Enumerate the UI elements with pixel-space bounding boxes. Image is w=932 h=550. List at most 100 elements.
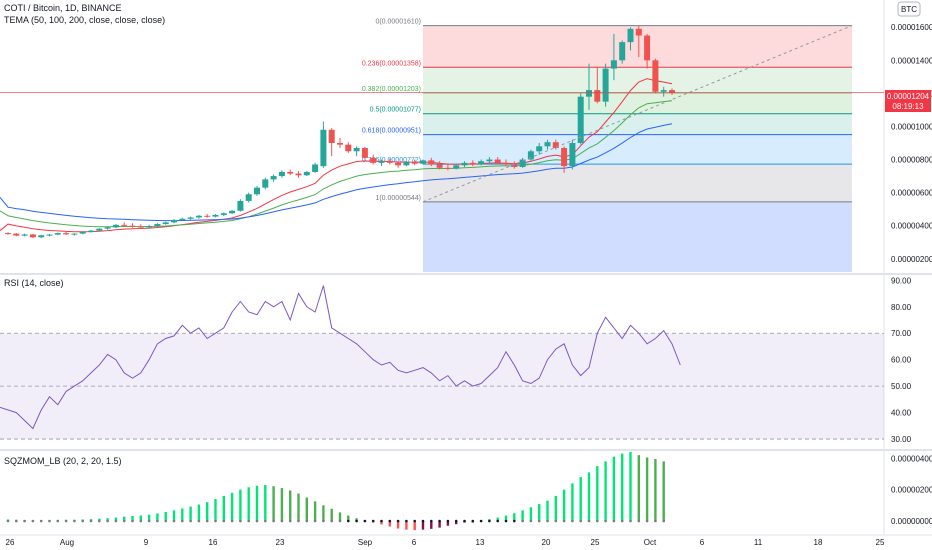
- squeeze-dot: [529, 519, 533, 523]
- rsi-tick-label: 40.00: [891, 409, 912, 418]
- squeeze-dot: [197, 519, 201, 523]
- squeeze-dot: [537, 519, 541, 523]
- squeeze-dot: [106, 519, 109, 523]
- currency-badge-label: BTC: [901, 5, 917, 14]
- price-tick-label: 0.00000400: [891, 222, 932, 231]
- candle-body: [79, 231, 86, 234]
- candle-body: [469, 162, 476, 165]
- trend-line[interactable]: [422, 25, 853, 203]
- candle-body: [577, 96, 584, 143]
- candle-body: [370, 157, 377, 163]
- momentum-bar: [114, 517, 118, 522]
- momentum-bar: [637, 455, 640, 522]
- candle-body: [619, 42, 626, 61]
- fib-zone-0.382: [423, 92, 852, 114]
- momentum-bar: [562, 489, 566, 522]
- candle-body: [312, 164, 319, 172]
- candle-body: [245, 194, 252, 201]
- momentum-bar: [421, 521, 425, 530]
- squeeze-dot: [64, 519, 68, 523]
- candle-body: [478, 161, 485, 165]
- fib-label-0.618: 0.618(0.00000951): [362, 128, 421, 135]
- squeeze-dot: [280, 519, 284, 523]
- momentum-bar: [131, 516, 134, 522]
- momentum-bar: [413, 521, 416, 531]
- candle-body: [378, 161, 385, 163]
- momentum-bar: [388, 521, 391, 527]
- squeeze-dot: [662, 519, 665, 523]
- sqzmom-legend: SQZMOM_LB (20, 2, 20, 1.5): [4, 456, 122, 466]
- squeeze-dot: [612, 519, 616, 523]
- candle-body: [254, 187, 260, 195]
- momentum-bar: [206, 502, 209, 522]
- momentum-bar: [181, 508, 184, 522]
- squeeze-dot: [562, 519, 566, 523]
- squeeze-dot: [139, 519, 143, 523]
- candle-body: [652, 60, 659, 92]
- price-axis[interactable]: 0.000016000.000014000.000012000.00001000…: [891, 23, 932, 526]
- squeeze-dot: [264, 519, 267, 523]
- candle-body: [104, 227, 111, 229]
- candle-body: [328, 129, 335, 143]
- rsi-tick-label: 60.00: [891, 356, 912, 365]
- candle-body: [137, 226, 144, 228]
- current-price-tag: 0.00001204 08:19:13: [885, 90, 931, 112]
- rsi-line: [0, 285, 681, 430]
- candle-body: [552, 142, 559, 148]
- candle-body: [644, 35, 651, 61]
- time-tick-label: 25: [591, 538, 600, 547]
- squeeze-dot: [546, 519, 549, 523]
- fibonacci-retracement[interactable]: 0(0.00001610) 0.236(0.00001358) 0.382(0.00…: [362, 19, 852, 272]
- squeeze-dot: [629, 519, 632, 523]
- squeeze-dot: [14, 519, 18, 523]
- fib-zone-0.236: [423, 67, 852, 93]
- tema-line-1: [0, 78, 673, 233]
- squeeze-dot: [205, 519, 209, 523]
- momentum-bar: [297, 493, 300, 522]
- currency-badge[interactable]: BTC: [897, 1, 921, 17]
- candle-body: [345, 144, 352, 152]
- squeeze-dot: [222, 519, 226, 523]
- momentum-bar: [430, 521, 433, 529]
- momentum-bar: [405, 521, 408, 530]
- squeeze-dot: [89, 519, 93, 523]
- squeeze-dot: [479, 519, 483, 523]
- squeeze-dot: [114, 519, 118, 523]
- momentum-bar: [538, 504, 541, 522]
- squeeze-dot: [380, 519, 383, 523]
- dashed-trend-line: [422, 25, 853, 203]
- candle-body: [179, 218, 186, 220]
- candle-body: [436, 164, 443, 168]
- time-tick-label: 16: [209, 538, 218, 547]
- countdown-label: 08:19:13: [892, 102, 924, 111]
- candle-body: [187, 217, 194, 219]
- candle-body: [212, 214, 219, 217]
- momentum-bar: [347, 515, 350, 522]
- time-tick-label: 9: [144, 538, 149, 547]
- squeeze-dot: [438, 519, 441, 523]
- candle-body: [428, 160, 435, 165]
- momentum-bar: [554, 495, 557, 522]
- time-tick-label: 13: [476, 538, 485, 547]
- momentum-bar: [230, 492, 234, 522]
- candles: [0, 25, 884, 239]
- squeeze-dot: [247, 519, 250, 523]
- rsi-tick-label: 90.00: [891, 276, 912, 285]
- momentum-bar: [280, 488, 284, 522]
- time-tick-label: 23: [276, 538, 285, 547]
- squeeze-dot: [388, 519, 392, 523]
- rsi-legend: RSI (14, close): [4, 278, 64, 288]
- time-axis[interactable]: 26 Aug 9 16 23 Sep 6 13 20 25 Oct 6 11 18 25: [6, 538, 885, 547]
- momentum-bar: [189, 506, 192, 522]
- momentum-bar: [355, 518, 358, 522]
- momentum-bar: [338, 512, 342, 522]
- squeeze-dot: [488, 519, 491, 523]
- squeeze-dot: [255, 519, 259, 523]
- candle-body: [602, 68, 609, 102]
- chart-title: COTI / Bitcoin, 1D, BINANCE: [4, 3, 122, 13]
- time-tick-label: 11: [754, 538, 763, 547]
- candle-body: [511, 164, 518, 167]
- squeeze-dot: [504, 519, 508, 523]
- time-tick-label: 18: [814, 538, 823, 547]
- momentum-bar: [438, 521, 441, 528]
